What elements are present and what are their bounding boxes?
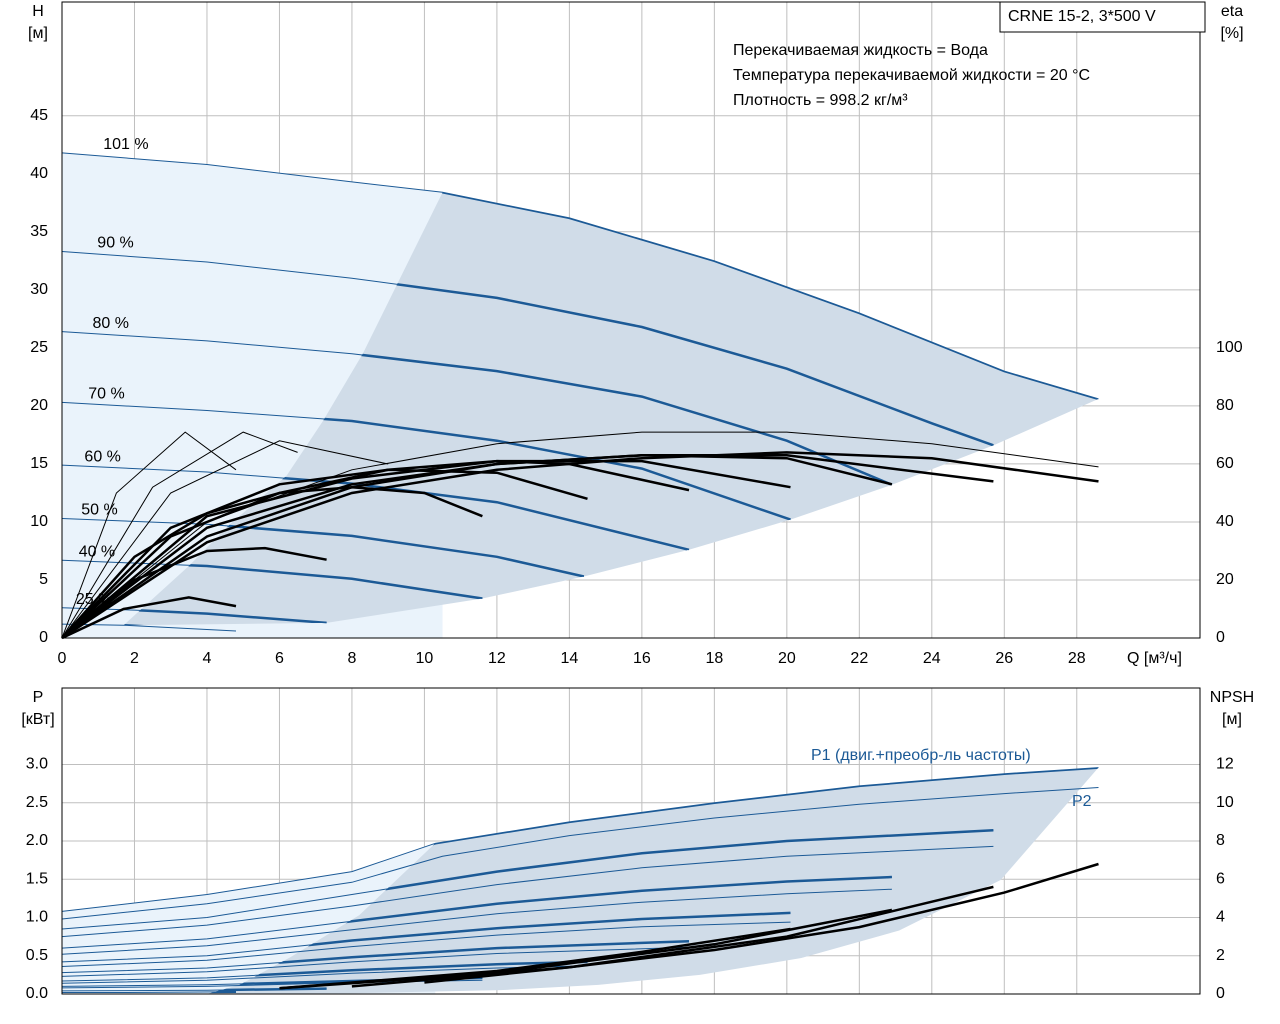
x-tick-label: 28 xyxy=(1068,650,1086,667)
curve-label: P2 xyxy=(1072,793,1092,810)
curve xyxy=(61,431,237,639)
y-tick-label: 45 xyxy=(30,107,48,124)
curve xyxy=(61,596,237,640)
curve xyxy=(61,888,892,955)
x-tick-label: 14 xyxy=(560,650,578,667)
x-tick-label: 16 xyxy=(633,650,651,667)
x-tick-label: 18 xyxy=(705,650,723,667)
y2-tick-label: 8 xyxy=(1216,832,1225,849)
x-axis-label: Q [м³/ч] xyxy=(1127,650,1182,667)
curve-label: 70 % xyxy=(88,386,124,403)
y2-axis-label: [%] xyxy=(1220,25,1243,42)
x-tick-label: 26 xyxy=(995,650,1013,667)
y-tick-label: 10 xyxy=(30,513,48,530)
curve xyxy=(61,485,483,639)
annotation: CRNE 15-2, 3*500 V xyxy=(1008,8,1156,25)
curve-label: 80 % xyxy=(92,315,128,332)
x-tick-label: 10 xyxy=(416,650,434,667)
curve xyxy=(61,454,893,639)
x-tick-label: 20 xyxy=(778,650,796,667)
curve xyxy=(61,546,327,639)
x-tick-label: 4 xyxy=(203,650,212,667)
y-tick-label: 35 xyxy=(30,223,48,240)
y-tick-label: 2.5 xyxy=(26,794,48,811)
y-axis-label: P xyxy=(33,689,44,706)
y2-axis-label: eta xyxy=(1221,3,1243,20)
y2-tick-label: 0 xyxy=(1216,629,1225,646)
y2-tick-label: 4 xyxy=(1216,909,1225,926)
operating-area xyxy=(206,767,1099,994)
curve-bold xyxy=(123,192,1099,401)
y-tick-label: 25 xyxy=(30,339,48,356)
y-tick-label: 0.0 xyxy=(26,985,48,1002)
curve-bold xyxy=(206,960,588,983)
y-axis-label: [м] xyxy=(28,25,48,42)
curve-label: 60 % xyxy=(84,448,120,465)
y2-tick-label: 6 xyxy=(1216,870,1225,887)
curve-label: 90 % xyxy=(97,235,133,252)
curve-label: 40 % xyxy=(79,543,115,560)
x-tick-label: 12 xyxy=(488,650,506,667)
y-tick-label: 0 xyxy=(39,629,48,646)
y2-tick-label: 40 xyxy=(1216,513,1234,530)
y-tick-label: 40 xyxy=(30,165,48,182)
y-tick-label: 1.0 xyxy=(26,909,48,926)
y2-tick-label: 10 xyxy=(1216,794,1234,811)
x-tick-label: 24 xyxy=(923,650,941,667)
y-tick-label: 0.5 xyxy=(26,947,48,964)
y-axis-label: H xyxy=(32,3,44,20)
curve-bold xyxy=(206,939,690,974)
curve-label: 101 % xyxy=(103,136,148,153)
y2-tick-label: 60 xyxy=(1216,455,1234,472)
curve xyxy=(61,787,1099,920)
y2-tick-label: 2 xyxy=(1216,947,1225,964)
plot-frame xyxy=(61,1,1201,639)
curve xyxy=(62,991,237,993)
y-tick-label: 1.5 xyxy=(26,870,48,887)
curve xyxy=(61,845,994,938)
x-tick-label: 6 xyxy=(275,650,284,667)
curve xyxy=(279,927,791,990)
operating-area xyxy=(123,192,1099,626)
y-tick-label: 5 xyxy=(39,571,48,588)
y-tick-label: 15 xyxy=(30,455,48,472)
curve xyxy=(61,946,690,977)
curve-bold xyxy=(123,606,327,625)
x-tick-label: 0 xyxy=(58,650,67,667)
y-tick-label: 30 xyxy=(30,281,48,298)
y-tick-label: 2.0 xyxy=(26,832,48,849)
x-tick-label: 22 xyxy=(850,650,868,667)
y2-axis-label: [м] xyxy=(1222,711,1242,728)
annotation-box xyxy=(999,1,1206,33)
y2-tick-label: 80 xyxy=(1216,397,1234,414)
y2-tick-label: 100 xyxy=(1216,339,1243,356)
y2-axis-label: NPSH xyxy=(1210,689,1254,706)
curve-bold xyxy=(206,911,791,964)
y-tick-label: 20 xyxy=(30,397,48,414)
note: Плотность = 998.2 кг/м³ xyxy=(733,92,908,109)
x-tick-label: 2 xyxy=(130,650,139,667)
curve xyxy=(61,921,791,967)
y-tick-label: 3.0 xyxy=(26,756,48,773)
x-tick-label: 8 xyxy=(347,650,356,667)
curve xyxy=(61,440,389,639)
y2-tick-label: 12 xyxy=(1216,756,1234,773)
note: Температура перекачиваемой жидкости = 20… xyxy=(733,67,1090,84)
y2-tick-label: 0 xyxy=(1216,985,1225,1002)
curve xyxy=(61,431,298,639)
y2-tick-label: 20 xyxy=(1216,571,1234,588)
note: Перекачиваемая жидкость = Вода xyxy=(733,42,988,59)
curve-label: P1 (двиг.+преобр-ль частоты) xyxy=(811,747,1031,764)
plot-frame xyxy=(61,687,1201,995)
y-axis-label: [кВт] xyxy=(21,711,54,728)
